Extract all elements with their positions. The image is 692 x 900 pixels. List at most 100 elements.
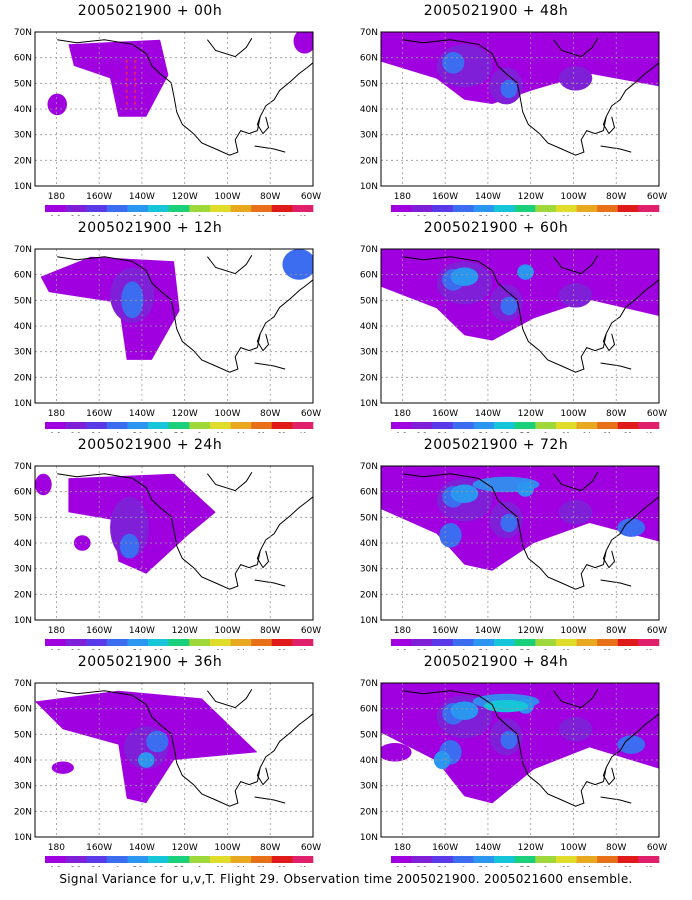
- colorbar-swatch: [251, 639, 273, 646]
- colorbar-label: 7.5: [520, 865, 530, 867]
- colorbar-swatch: [535, 639, 557, 646]
- lon-tick-label: 140W: [475, 409, 501, 419]
- lon-tick-label: 160W: [86, 626, 112, 636]
- colorbar-swatch: [230, 856, 252, 863]
- lon-tick-label: 100W: [560, 626, 586, 636]
- colorbar-swatch: [86, 205, 108, 212]
- colorbar-label: 5.1: [479, 431, 489, 433]
- lon-tick-label: 100W: [560, 843, 586, 853]
- lon-tick-label: 140W: [475, 626, 501, 636]
- colorbar-label: 7.5: [174, 214, 184, 216]
- map-panel: 2005021900 + 48h 70N 60N 50N 40N 30N 20N 10N 180…: [346, 0, 667, 216]
- colorbar-label: 3.1: [91, 214, 101, 216]
- lon-tick-label: 100W: [214, 843, 240, 853]
- variance-map: 70N 60N 50N 40N 30N 20N 10N 180 160W 140W 120W 100W…: [14, 462, 321, 650]
- coastline: [403, 688, 659, 807]
- colorbar-label: 9: [198, 431, 202, 433]
- map-frame: [380, 31, 660, 187]
- lon-tick-label: 180: [48, 409, 65, 419]
- colorbar-swatch: [617, 856, 639, 863]
- colorbar-label: 14: [237, 214, 245, 216]
- colorbar-label: 11: [216, 648, 224, 650]
- colorbar-label: 1.6: [50, 865, 60, 867]
- colorbar-swatch: [576, 422, 598, 429]
- lon-tick-label: 80W: [260, 409, 280, 419]
- colorbar-swatch: [189, 422, 211, 429]
- colorbar-swatch: [473, 422, 495, 429]
- colorbar-swatch: [473, 205, 495, 212]
- lat-tick-label: 20N: [360, 156, 378, 166]
- colorbar-swatch: [535, 205, 557, 212]
- variance-shading: [617, 518, 646, 537]
- colorbar-label: 5.1: [133, 431, 143, 433]
- lat-tick-label: 70N: [14, 679, 32, 689]
- colorbar-label: 4: [115, 865, 119, 867]
- colorbar-label: 11: [562, 648, 570, 650]
- lat-tick-label: 30N: [14, 565, 32, 575]
- lon-tick-label: 120W: [518, 626, 544, 636]
- lat-tick-label: 60N: [360, 271, 378, 281]
- colorbar-label: 40: [645, 648, 653, 650]
- variance-shading: [68, 39, 169, 117]
- lat-tick-label: 50N: [14, 79, 32, 89]
- variance-shading: [558, 65, 593, 91]
- map-frame: [34, 31, 314, 187]
- colorbar-label: 9: [198, 648, 202, 650]
- map-panel: 2005021900 + 00h 70N 60N 50N 40N 30N 20N 10N 180…: [0, 0, 321, 216]
- colorbar-label: 14: [583, 865, 591, 867]
- coastline: [57, 471, 313, 590]
- colorbar-swatch: [391, 639, 412, 646]
- variance-shading: [558, 716, 593, 742]
- colorbar-swatch: [127, 422, 149, 429]
- colorbar-label: 4: [461, 431, 465, 433]
- colorbar-label: 5.1: [479, 865, 489, 867]
- lon-tick-label: 60W: [301, 409, 321, 419]
- field-layer: [35, 690, 258, 804]
- colorbar-swatch: [86, 856, 108, 863]
- variance-shading: [119, 533, 140, 559]
- colorbar-label: 29: [624, 865, 632, 867]
- variance-shading: [450, 701, 479, 720]
- panel-grid: 2005021900 + 00h 70N 60N 50N 40N 30N 20N 10N 180…: [0, 0, 667, 867]
- map-panel: 2005021900 + 84h 70N 60N 50N 40N 30N 20N 10N 180…: [346, 651, 667, 867]
- colorbar-label: 5.1: [133, 214, 143, 216]
- colorbar-swatch: [168, 856, 190, 863]
- lat-tick-label: 20N: [360, 590, 378, 600]
- field-layer: [47, 32, 313, 117]
- variance-map: 70N 60N 50N 40N 30N 20N 10N 180 160W 140W 120W 100W…: [14, 245, 321, 433]
- lat-tick-label: 30N: [360, 131, 378, 141]
- graticule: [35, 683, 313, 837]
- colorbar-label: 5.1: [133, 865, 143, 867]
- colorbar-label: 40: [299, 648, 307, 650]
- colorbar-label: 29: [624, 648, 632, 650]
- colorbar-swatch: [555, 639, 577, 646]
- lat-tick-label: 60N: [360, 488, 378, 498]
- colorbar-label: 2.2: [71, 648, 81, 650]
- colorbar-label: 6.3: [153, 214, 163, 216]
- colorbar-swatch: [189, 639, 211, 646]
- colorbar-label: 9: [544, 648, 548, 650]
- lon-tick-label: 60W: [647, 626, 667, 636]
- panel-title: 2005021900 + 36h: [77, 654, 223, 670]
- lon-tick-label: 80W: [260, 843, 280, 853]
- lat-tick-label: 20N: [14, 156, 32, 166]
- lat-tick-label: 40N: [14, 105, 32, 115]
- colorbar-swatch: [148, 639, 169, 646]
- colorbar-swatch: [535, 856, 557, 863]
- lon-tick-label: 160W: [432, 843, 458, 853]
- variance-map: 70N 60N 50N 40N 30N 20N 10N 180 160W 140W 120W 100W…: [360, 679, 667, 867]
- lon-tick-label: 80W: [606, 409, 626, 419]
- colorbar-swatch: [391, 422, 412, 429]
- colorbar-swatch: [555, 205, 577, 212]
- lon-tick-label: 80W: [606, 843, 626, 853]
- lon-tick-label: 80W: [606, 192, 626, 202]
- colorbar-swatch: [292, 205, 314, 212]
- colorbar-label: 6.3: [499, 431, 509, 433]
- colorbar-swatch: [452, 856, 474, 863]
- map-frame: [380, 465, 660, 621]
- colorbar-swatch: [452, 422, 474, 429]
- map-frame: [34, 465, 314, 621]
- colorbar-swatch: [411, 422, 433, 429]
- colorbar-swatch: [535, 422, 557, 429]
- lat-tick-label: 50N: [360, 79, 378, 89]
